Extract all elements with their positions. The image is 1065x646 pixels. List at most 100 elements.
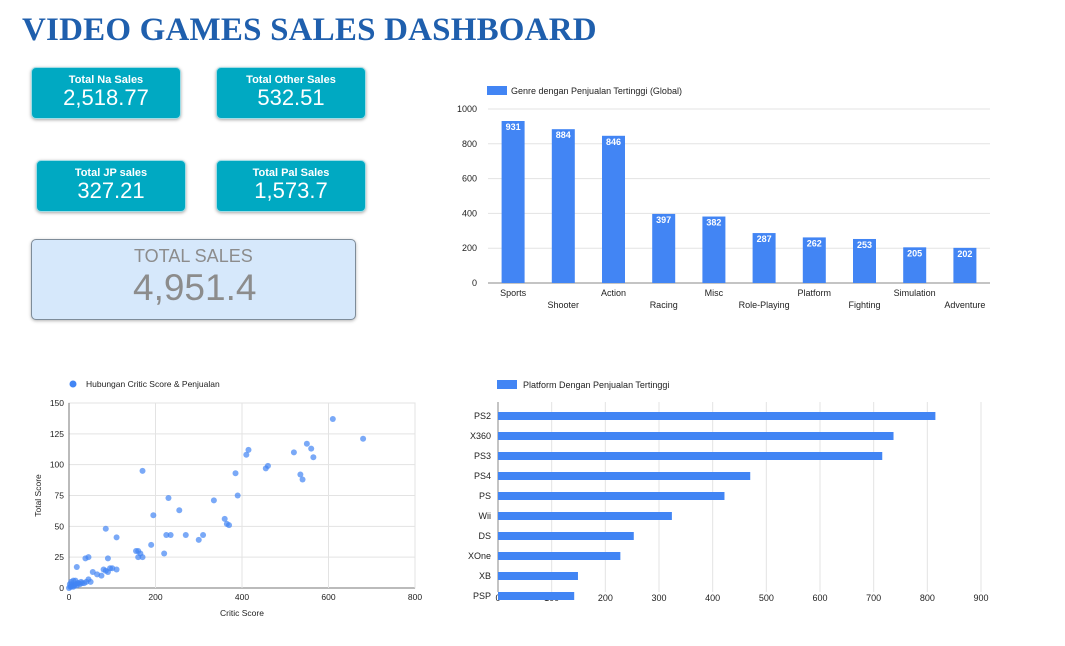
scatter-point xyxy=(308,445,315,452)
scatter-point xyxy=(167,531,174,538)
legend-label: Genre dengan Penjualan Tertinggi (Global… xyxy=(511,86,682,96)
bar xyxy=(498,492,725,500)
data-label: 262 xyxy=(807,238,822,248)
y-tick-label: 1000 xyxy=(457,104,477,114)
x-tick-label: Simulation xyxy=(894,288,936,298)
bar xyxy=(498,472,751,480)
legend-label: Hubungan Critic Score & Penjualan xyxy=(86,379,220,389)
bar xyxy=(702,216,726,283)
x-tick-label: Racing xyxy=(650,300,678,310)
x-tick-label: 400 xyxy=(235,592,249,602)
y-tick-label: PSP xyxy=(473,591,491,601)
scatter-point xyxy=(87,578,94,585)
x-tick-label: Sports xyxy=(500,288,527,298)
bar xyxy=(752,233,776,283)
x-tick-label: 200 xyxy=(598,593,613,603)
data-label: 397 xyxy=(656,215,671,225)
bar xyxy=(903,247,927,283)
kpi-label: Total Other Sales xyxy=(246,74,336,86)
scatter-point xyxy=(299,476,306,483)
scatter-point xyxy=(182,531,189,538)
scatter-point xyxy=(297,471,304,478)
x-tick-label: 800 xyxy=(408,592,422,602)
scatter-point xyxy=(264,462,271,469)
scatter-point xyxy=(163,531,170,538)
data-label: 931 xyxy=(506,122,521,132)
x-tick-label: Action xyxy=(601,288,626,298)
bar xyxy=(498,452,883,460)
scatter-point xyxy=(303,440,310,447)
kpi-card-other-sales: Total Other Sales 532.51 xyxy=(216,67,366,119)
scatter-point xyxy=(210,497,217,504)
scatter-point xyxy=(243,451,250,458)
x-axis-title: Critic Score xyxy=(220,608,264,618)
scatter-point xyxy=(310,454,317,461)
scatter-point xyxy=(148,541,155,548)
y-tick-label: 100 xyxy=(50,460,64,470)
scatter-point xyxy=(329,416,336,423)
y-tick-label: 0 xyxy=(472,278,477,288)
total-sales-card: TOTAL SALES 4,951.4 xyxy=(31,239,356,320)
y-tick-label: 50 xyxy=(55,521,65,531)
scatter-point xyxy=(161,550,168,557)
bar xyxy=(551,129,575,283)
y-tick-label: 25 xyxy=(55,552,65,562)
x-tick-label: Platform xyxy=(798,288,832,298)
y-tick-label: 0 xyxy=(59,583,64,593)
y-tick-label: XOne xyxy=(468,551,491,561)
legend-label: Platform Dengan Penjualan Tertinggi xyxy=(523,380,669,390)
kpi-value: 532.51 xyxy=(257,85,325,110)
kpi-card-na-sales: Total Na Sales 2,518.77 xyxy=(31,67,181,119)
y-tick-label: PS xyxy=(479,491,491,501)
legend-marker xyxy=(69,380,77,388)
x-tick-label: 500 xyxy=(759,593,774,603)
y-tick-label: 125 xyxy=(50,429,64,439)
x-tick-label: 0 xyxy=(67,592,72,602)
scatter-point xyxy=(78,578,85,585)
scatter-point xyxy=(139,554,146,561)
y-tick-label: 800 xyxy=(462,139,477,149)
x-tick-label: 900 xyxy=(973,593,988,603)
bar xyxy=(853,238,876,283)
kpi-label: Total JP sales xyxy=(74,167,148,179)
y-tick-label: 400 xyxy=(462,208,477,218)
genre-sales-bar-chart: Genre dengan Penjualan Tertinggi (Global… xyxy=(457,86,990,310)
bar xyxy=(498,412,936,420)
scatter-point xyxy=(234,492,241,499)
critic-score-scatter-chart: Hubungan Critic Score & Penjualan 0 25 50 75… xyxy=(33,379,422,618)
scatter-point xyxy=(139,467,146,474)
scatter-point xyxy=(113,566,120,573)
kpi-card-pal-sales: Total Pal Sales 1,573.7 xyxy=(216,160,366,212)
scatter-point xyxy=(85,554,92,561)
y-tick-label: XB xyxy=(479,571,491,581)
scatter-point xyxy=(360,435,367,442)
scatter-point xyxy=(232,470,239,477)
scatter-point xyxy=(176,507,183,514)
x-tick-label: Role-Playing xyxy=(739,300,790,310)
y-axis-title: Total Score xyxy=(33,474,43,517)
data-label: 382 xyxy=(706,218,721,228)
data-label: 205 xyxy=(907,248,922,258)
bar xyxy=(802,237,826,283)
x-tick-label: 800 xyxy=(920,593,935,603)
bar xyxy=(602,135,625,283)
kpi-value: 1,573.7 xyxy=(254,178,328,203)
legend-swatch xyxy=(497,380,517,389)
bar xyxy=(498,432,894,440)
scatter-point xyxy=(113,534,120,541)
bar xyxy=(652,213,676,283)
y-tick-label: PS3 xyxy=(474,451,491,461)
x-tick-label: Fighting xyxy=(848,300,880,310)
legend-swatch xyxy=(487,86,507,95)
platform-sales-bar-chart: Platform Dengan Penjualan Tertinggi01002… xyxy=(468,380,989,603)
kpi-label: Total Pal Sales xyxy=(252,167,330,179)
scatter-point xyxy=(290,449,297,456)
data-label: 287 xyxy=(757,234,772,244)
y-tick-label: DS xyxy=(478,531,491,541)
bar xyxy=(498,532,634,540)
scatter-point xyxy=(102,525,109,532)
x-tick-label: Misc xyxy=(705,288,724,298)
scatter-point xyxy=(135,554,142,561)
scatter-point xyxy=(150,512,157,519)
scatter-point xyxy=(195,536,202,543)
